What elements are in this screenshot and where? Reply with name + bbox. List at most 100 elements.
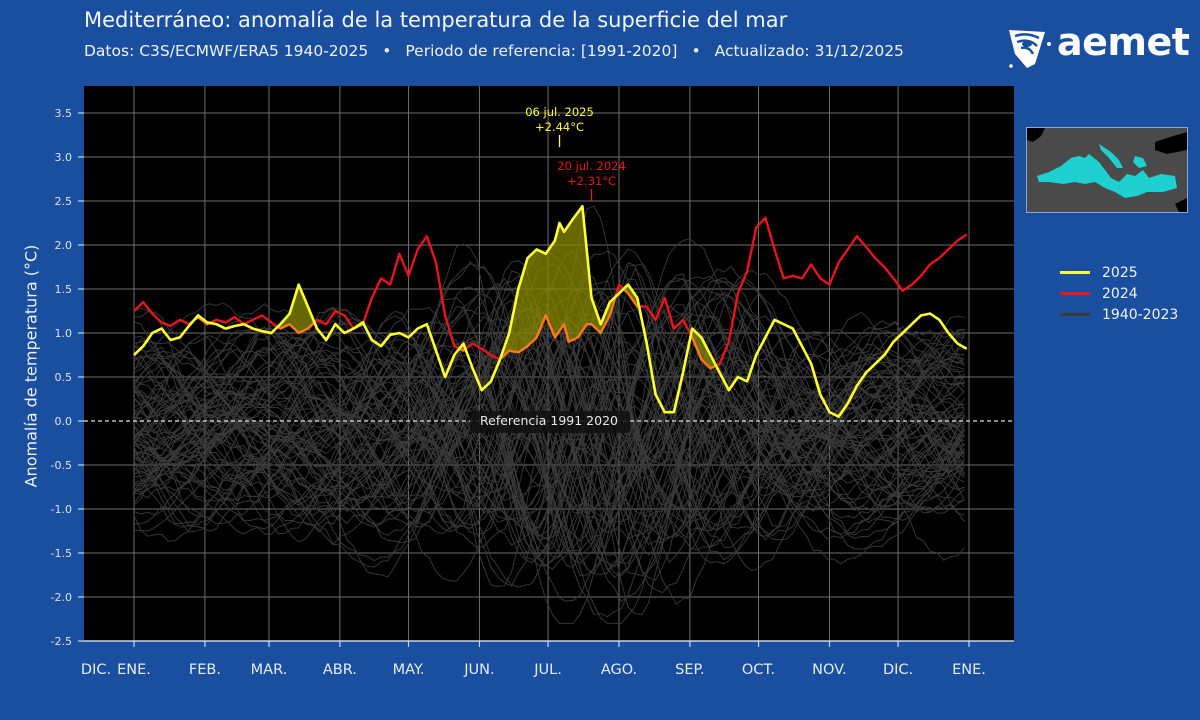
historical-line [133,289,965,514]
series-line-2024 [623,289,640,308]
legend-item-1940-2023: 1940-2023 [1060,304,1178,325]
historical-line [133,205,965,529]
mediterranean-map-inset [1026,127,1188,213]
peak-annotations: 06 jul. 2025+2.44°C 20 jul. 2024+2.31°C [525,105,626,201]
series-line-2024 [689,334,717,370]
historical-line [133,318,965,460]
x-tick-label: ENE. [117,662,151,678]
legend: 2025 2024 1940-2023 [1060,262,1178,325]
black-sea-area [1155,132,1187,154]
historical-line [133,294,965,564]
y-tick-label: 1.5 [55,283,73,296]
y-tick-label: -0.5 [51,459,72,472]
atlantic-area [1027,128,1045,142]
fill-2025-above-2024 [691,328,716,369]
reference-label: Referencia 1991 2020 [480,413,618,428]
x-tick-label: JUL. [533,662,562,678]
red-sea-area [1175,198,1187,212]
x-tick-label: MAR. [251,662,288,678]
fill-2025-above-2024 [278,284,314,333]
legend-label-2024: 2024 [1102,285,1138,302]
aemet-logo-icon [1009,30,1051,68]
historical-line [133,277,965,556]
y-tick-label: 1.0 [55,327,73,340]
x-axis-ticks: DIC. ENE. FEB. MAR. ABR. MAY. JUN. JUL. AGO. SEP.… [81,641,986,678]
chart-title: Mediterráneo: anomalía de la temperatura… [84,8,788,32]
y-tick-label: -1.5 [51,547,72,560]
separator-dot: • [382,42,392,60]
series-line-2024 [715,216,968,367]
x-tick-label: ENE. [952,662,986,678]
annotation-date: 06 jul. 2025 [525,105,594,119]
historical-line [133,314,965,508]
separator-dot: • [691,42,701,60]
legend-swatch-1940-2023 [1060,313,1090,316]
legend-swatch-2025 [1060,271,1090,274]
subtitle-data-source: Datos: C3S/ECMWF/ERA5 1940-2025 [84,42,369,60]
historical-line [133,265,965,468]
subtitle-reference-period: Periodo de referencia: [1991-2020] [405,42,678,60]
annotation-date: 20 jul. 2024 [557,159,626,173]
historical-line [133,321,965,473]
historical-line [133,284,965,534]
y-tick-label: 2.0 [55,239,73,252]
historical-line [133,304,965,480]
x-tick-label: FEB. [189,662,221,678]
aegean-sea [1133,156,1147,168]
y-tick-label: -2.5 [51,635,72,648]
legend-swatch-2024 [1060,292,1090,295]
subtitle-updated: Actualizado: 31/12/2025 [714,42,904,60]
historical-line [133,288,965,446]
aemet-logo: aemet [1005,20,1195,74]
y-tick-label: 3.5 [55,107,73,120]
historical-line [133,333,965,594]
series-line-2024 [313,309,356,330]
historical-line [133,368,965,618]
historical-line [133,334,965,513]
legend-label-2025: 2025 [1102,264,1138,281]
y-tick-label: -2.0 [51,591,72,604]
x-tick-label: OCT. [742,662,775,678]
annotation-value: +2.31°C [567,174,616,188]
y-tick-label: 0.5 [55,371,73,384]
x-tick-label: MAY. [393,662,425,678]
historical-line [133,305,965,435]
historical-line [133,275,965,528]
chart-subtitle: Datos: C3S/ECMWF/ERA5 1940-2025 • Periodo … [84,42,904,60]
x-tick-label: ABR. [323,662,357,678]
y-tick-label: -1.0 [51,503,72,516]
x-tick-label: DIC. [81,662,111,678]
annotation-value: +2.44°C [535,120,584,134]
series-lines [133,205,968,418]
historical-line [133,360,965,515]
x-tick-label: SEP. [675,662,704,678]
legend-label-1940-2023: 1940-2023 [1102,306,1179,323]
series-line-2024 [465,342,503,361]
series-line-2024 [362,234,461,351]
historical-line [133,273,965,463]
x-tick-label: AGO. [601,662,637,678]
legend-item-2025: 2025 [1060,262,1178,283]
mediterranean-sea [1037,154,1177,198]
historical-line [133,260,965,508]
y-tick-label: 0.0 [55,415,73,428]
y-tick-label: 2.5 [55,195,73,208]
x-tick-label: JUN. [463,662,494,678]
reference-label-bg [470,411,630,433]
y-tick-label: 3.0 [55,151,73,164]
y-axis-ticks: 3.5 3.0 2.5 2.0 1.5 1.0 0.5 0.0 -0.5 -1.0 -1.5 -2.0… [51,107,84,648]
series-line-2024 [277,321,316,335]
adriatic-sea [1099,144,1123,168]
historical-line [133,335,965,575]
historical-line [133,262,965,568]
historical-line [133,286,965,449]
series-line-2024 [639,296,693,336]
series-line-2024 [133,301,196,328]
x-tick-label: DIC. [883,662,913,678]
historical-line [134,349,965,540]
historical-line [133,248,965,546]
aemet-logo-text: aemet [1057,20,1190,64]
historical-line [133,326,965,487]
historical-line [133,377,965,570]
